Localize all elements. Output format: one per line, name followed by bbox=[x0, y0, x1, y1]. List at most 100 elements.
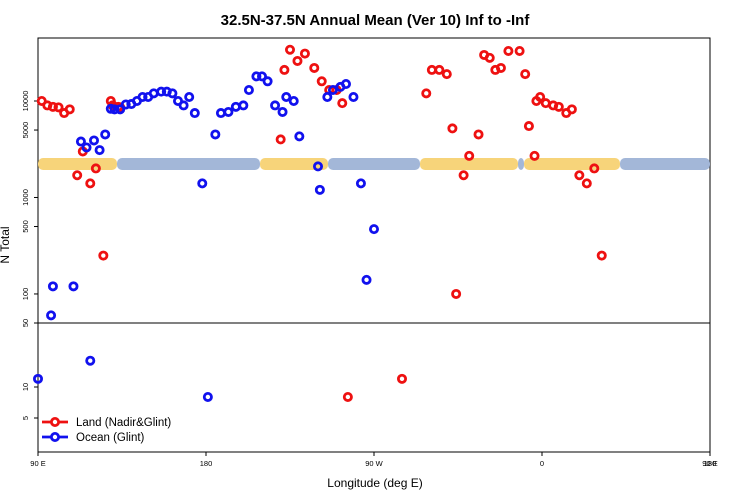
x-tick-label: 90 W bbox=[365, 459, 383, 468]
legend-marker bbox=[50, 416, 61, 427]
data-point-land bbox=[503, 45, 514, 56]
data-point-land bbox=[284, 44, 295, 55]
data-point-ocean bbox=[288, 96, 299, 107]
band-segment-land bbox=[260, 158, 328, 170]
data-point-ocean bbox=[189, 108, 200, 119]
data-point-ocean bbox=[270, 100, 281, 111]
data-point-ocean bbox=[115, 104, 126, 115]
data-point-ocean bbox=[109, 104, 120, 115]
y-tick-label: 1000 bbox=[21, 189, 30, 206]
band-segment-ocean bbox=[518, 158, 524, 170]
data-point-ocean bbox=[348, 92, 359, 103]
chart-title: 32.5N-37.5N Annual Mean (Ver 10) Inf to … bbox=[221, 12, 531, 29]
data-point-ocean bbox=[340, 79, 351, 90]
legend-label: Ocean (Glint) bbox=[76, 432, 145, 444]
data-point-land bbox=[574, 170, 585, 181]
y-tick-label: 500 bbox=[21, 220, 30, 233]
data-point-land bbox=[566, 104, 577, 115]
data-point-ocean bbox=[33, 373, 44, 384]
data-point-land bbox=[309, 62, 320, 73]
data-point-land bbox=[299, 48, 310, 59]
data-point-land bbox=[441, 69, 452, 80]
data-point-land bbox=[523, 121, 534, 132]
data-point-ocean bbox=[277, 106, 288, 117]
data-point-land bbox=[85, 178, 96, 189]
band-segment-ocean bbox=[328, 158, 420, 170]
y-tick-label: 10000 bbox=[21, 91, 30, 112]
data-point-ocean bbox=[89, 135, 100, 146]
data-point-ocean bbox=[85, 355, 96, 366]
y-tick-label: 10 bbox=[21, 383, 30, 391]
data-point-ocean bbox=[251, 71, 262, 82]
data-point-land bbox=[535, 92, 546, 103]
data-point-land bbox=[53, 102, 64, 113]
y-tick-label: 50 bbox=[21, 319, 30, 327]
data-point-ocean bbox=[215, 108, 226, 119]
data-point-ocean bbox=[167, 88, 178, 99]
data-point-land bbox=[520, 69, 531, 80]
data-point-land bbox=[514, 45, 525, 56]
data-point-ocean bbox=[361, 274, 372, 285]
data-point-land bbox=[342, 391, 353, 402]
x-tick-label: 90 E bbox=[702, 459, 717, 468]
data-point-ocean bbox=[81, 142, 92, 153]
data-point-ocean bbox=[156, 86, 167, 97]
data-point-ocean bbox=[202, 391, 213, 402]
data-point-land bbox=[596, 250, 607, 261]
x-tick-label: 90 E bbox=[30, 459, 45, 468]
y-tick-label: 100 bbox=[21, 288, 30, 301]
band-segment-land bbox=[524, 158, 620, 170]
data-point-land bbox=[495, 62, 506, 73]
data-point-ocean bbox=[210, 129, 221, 140]
band-segment-ocean bbox=[620, 158, 710, 170]
data-point-land bbox=[581, 178, 592, 189]
data-point-land bbox=[529, 150, 540, 161]
data-point-land bbox=[447, 123, 458, 134]
data-point-ocean bbox=[238, 100, 249, 111]
data-point-ocean bbox=[137, 92, 148, 103]
x-tick-label: 180 bbox=[704, 459, 717, 468]
data-point-ocean bbox=[178, 100, 189, 111]
x-tick-label: 180 bbox=[200, 459, 213, 468]
data-point-ocean bbox=[223, 106, 234, 117]
data-point-ocean bbox=[148, 88, 159, 99]
band-segment-land bbox=[420, 158, 518, 170]
band-segment-ocean bbox=[117, 158, 260, 170]
data-point-land bbox=[337, 98, 348, 109]
data-point-land bbox=[64, 104, 75, 115]
data-point-ocean bbox=[94, 145, 105, 156]
data-point-ocean bbox=[75, 136, 86, 147]
data-point-land bbox=[47, 101, 58, 112]
y-tick-label: 5 bbox=[21, 416, 30, 420]
data-point-ocean bbox=[368, 224, 379, 235]
data-point-ocean bbox=[68, 281, 79, 292]
data-point-land bbox=[553, 101, 564, 112]
data-point-land bbox=[279, 64, 290, 75]
data-point-ocean bbox=[294, 131, 305, 142]
data-point-land bbox=[464, 150, 475, 161]
data-point-land bbox=[434, 64, 445, 75]
x-tick-label: 0 bbox=[540, 459, 544, 468]
data-point-land bbox=[275, 134, 286, 145]
data-point-ocean bbox=[197, 178, 208, 189]
data-point-land bbox=[484, 52, 495, 63]
x-axis-label: Longitude (deg E) bbox=[327, 476, 422, 490]
y-axis-label: N Total bbox=[0, 226, 12, 263]
data-point-ocean bbox=[256, 71, 267, 82]
data-point-land bbox=[98, 250, 109, 261]
legend-label: Land (Nadir&Glint) bbox=[76, 417, 171, 429]
data-point-land bbox=[396, 373, 407, 384]
data-point-land bbox=[458, 170, 469, 181]
data-point-land bbox=[421, 88, 432, 99]
data-point-ocean bbox=[46, 310, 57, 321]
data-point-ocean bbox=[230, 101, 241, 112]
data-point-land bbox=[451, 288, 462, 299]
band-segment-land bbox=[38, 158, 117, 170]
data-point-ocean bbox=[262, 76, 273, 87]
data-point-land bbox=[473, 129, 484, 140]
data-point-land bbox=[316, 76, 327, 87]
data-point-ocean bbox=[184, 92, 195, 103]
data-point-ocean bbox=[100, 129, 111, 140]
data-point-ocean bbox=[243, 85, 254, 96]
